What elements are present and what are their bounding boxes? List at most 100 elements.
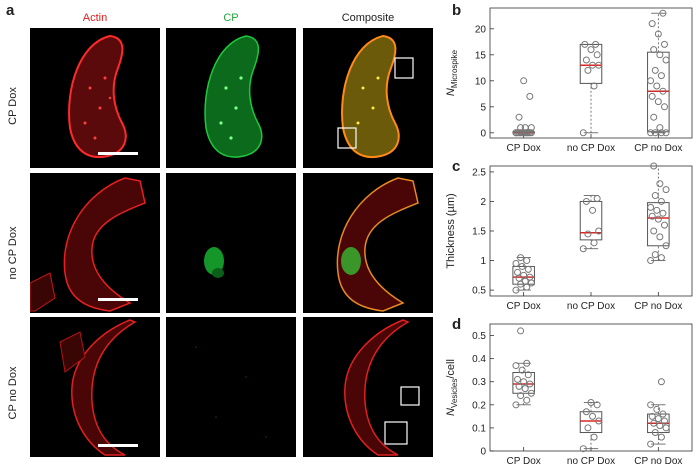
data-point xyxy=(527,389,535,397)
data-point xyxy=(651,129,659,137)
x-tick-label: no CP Dox xyxy=(567,456,615,467)
micrograph-cp-cp-dox xyxy=(166,28,296,168)
data-point xyxy=(592,40,600,48)
data-point xyxy=(584,230,592,238)
y-tick-label: 5 xyxy=(480,102,486,113)
data-point xyxy=(587,399,595,407)
data-point xyxy=(657,378,665,386)
data-point xyxy=(521,124,529,132)
data-point xyxy=(579,245,587,253)
x-tick-label: no CP Dox xyxy=(567,143,615,154)
chart-thickness: 0.5 1 1.5 2 2.5 CP Dox no CP Dox CP no Dox Thick… xyxy=(445,162,693,312)
panel-c-label: c xyxy=(452,158,461,175)
data-point xyxy=(662,56,670,64)
data-point xyxy=(647,129,655,137)
column-title-actin: Actin xyxy=(82,12,108,24)
data-point xyxy=(512,362,520,370)
data-point xyxy=(593,195,601,202)
micrograph-actin-cp-no-dox xyxy=(30,317,160,457)
x-tick-label: CP no Dox xyxy=(634,301,682,312)
data-point xyxy=(590,82,598,90)
micrograph-composite-no-cp-dox xyxy=(303,173,433,313)
data-point xyxy=(584,66,592,74)
x-tick-label: CP no Dox xyxy=(634,456,682,467)
y-tick-label: 0 xyxy=(480,128,486,139)
y-tick-label: 10 xyxy=(475,76,487,87)
data-point xyxy=(657,254,665,262)
data-point xyxy=(653,405,661,413)
chart-microspike: 0 5 10 15 20 CP Dox no CP Dox CP no Dox NMicrosp… xyxy=(445,7,693,154)
data-point xyxy=(593,401,601,409)
row-label-cp-dox: CP Dox xyxy=(7,87,19,125)
y-tick-label: 20 xyxy=(475,24,487,35)
data-point xyxy=(512,286,520,294)
data-point xyxy=(656,180,664,188)
panel-a-label: a xyxy=(6,2,15,19)
data-point xyxy=(659,9,667,17)
y-tick-label: 0.5 xyxy=(472,286,486,297)
data-point xyxy=(660,221,668,229)
x-tick-label: CP Dox xyxy=(507,301,541,312)
data-point xyxy=(650,46,658,54)
data-point xyxy=(581,40,589,48)
data-point xyxy=(656,422,664,430)
data-point xyxy=(579,129,587,137)
data-point xyxy=(659,410,667,418)
data-point xyxy=(654,98,662,106)
micrograph-actin-no-cp-dox xyxy=(30,173,160,313)
plot-frame xyxy=(489,323,693,452)
data-point xyxy=(659,87,667,95)
data-point xyxy=(662,129,670,137)
data-point xyxy=(589,206,597,214)
y-axis-label: NVesicles/cell xyxy=(445,359,459,416)
data-point xyxy=(648,92,656,100)
data-point xyxy=(654,30,662,38)
data-point xyxy=(660,417,668,425)
data-point xyxy=(595,227,603,235)
column-title-composite: Composite xyxy=(341,12,395,24)
data-point xyxy=(514,268,522,276)
y-tick-label: 0 xyxy=(480,447,486,458)
y-axis-label: NMicrospike xyxy=(445,49,459,96)
data-point xyxy=(651,251,659,259)
data-point xyxy=(526,380,534,388)
data-point xyxy=(515,113,523,121)
y-tick-label: 0.3 xyxy=(472,377,486,388)
data-point xyxy=(589,412,597,420)
data-point xyxy=(582,197,590,205)
y-tick-label: 2.5 xyxy=(472,167,486,178)
chart-vesicles: 0 0.1 0.2 0.3 0.4 0.5 CP Dox no CP Dox CP no Dox… xyxy=(445,323,693,467)
data-point xyxy=(651,429,659,437)
data-point xyxy=(512,260,520,267)
data-point xyxy=(518,262,526,270)
data-point xyxy=(660,40,668,48)
y-axis-label-sub: Vesicles xyxy=(450,379,459,408)
data-point xyxy=(659,209,667,217)
data-point xyxy=(656,51,664,59)
data-point xyxy=(518,366,526,374)
row-label-cp-no-dox: CP no Dox xyxy=(7,366,19,420)
data-point xyxy=(648,412,656,420)
micrograph-actin-cp-dox xyxy=(30,28,160,168)
data-point xyxy=(595,417,603,425)
data-point xyxy=(520,271,528,279)
data-point xyxy=(589,61,597,69)
panel-b-label: b xyxy=(452,2,462,19)
y-tick-label: 2 xyxy=(480,197,486,208)
data-point xyxy=(654,215,662,223)
data-point xyxy=(520,77,528,85)
x-tick-label: no CP Dox xyxy=(567,301,615,312)
data-point xyxy=(521,385,529,393)
data-point xyxy=(650,419,658,427)
micrograph-composite-cp-dox xyxy=(303,28,433,168)
data-point xyxy=(587,46,595,54)
data-point xyxy=(653,82,661,90)
y-axis-label-main: Thickness (µm) xyxy=(445,193,457,268)
micrograph-cp-cp-no-dox xyxy=(166,317,296,457)
data-point xyxy=(662,424,670,432)
data-point xyxy=(514,375,522,383)
y-tick-label: 0.4 xyxy=(472,354,486,365)
data-point xyxy=(647,257,655,265)
y-axis-label-main: N xyxy=(445,408,457,416)
box xyxy=(579,200,603,241)
